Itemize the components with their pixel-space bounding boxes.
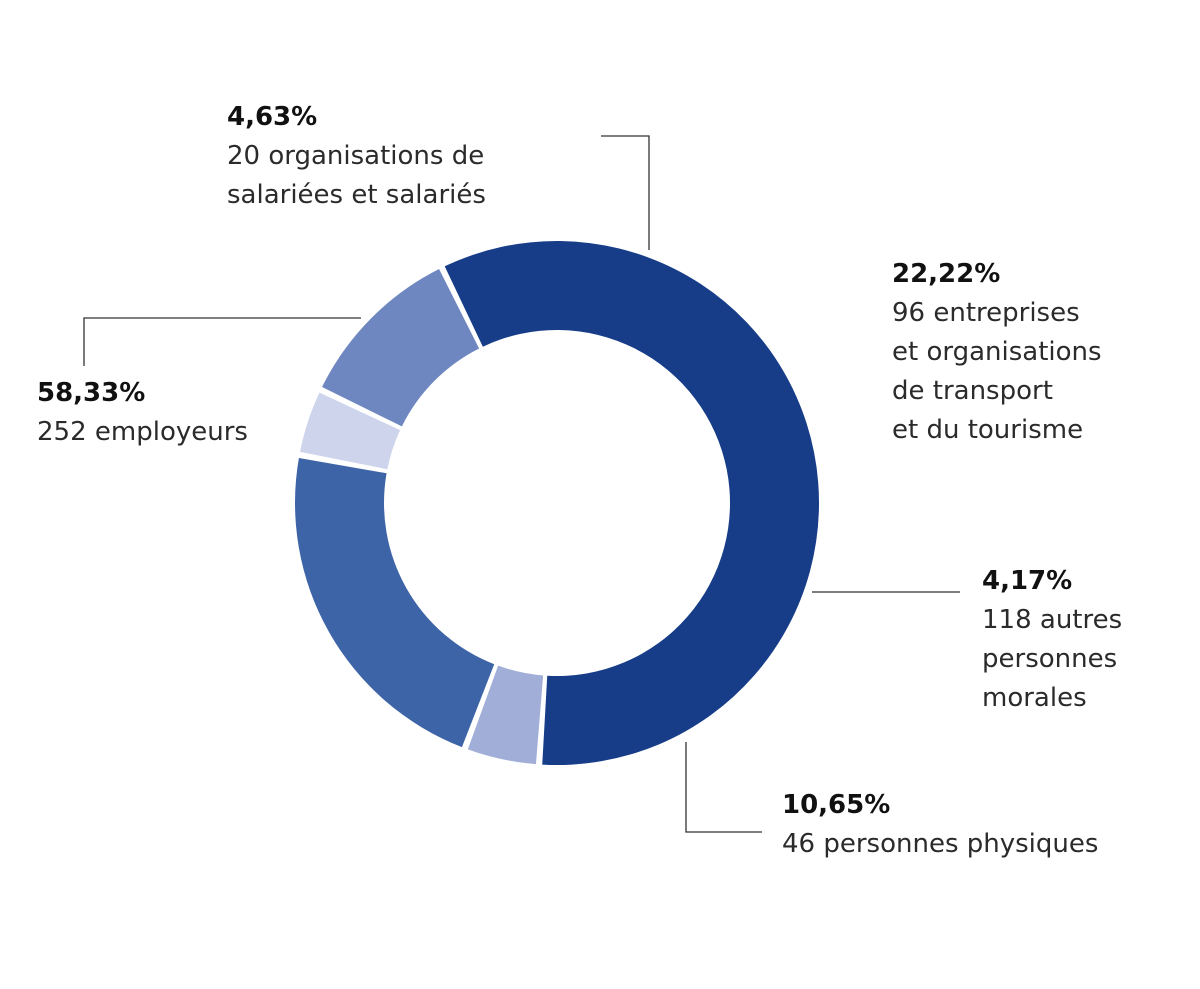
label-line: 96 entreprises	[892, 298, 1080, 328]
label-line: salariées et salariés	[227, 180, 486, 210]
label-line: morales	[982, 683, 1087, 713]
label-line: 46 personnes physiques	[782, 829, 1099, 859]
label-line: et du tourisme	[892, 415, 1084, 445]
label-line: personnes	[982, 644, 1118, 674]
label-line: 20 organisations de	[227, 141, 485, 171]
donut-slice	[300, 392, 401, 470]
percent-label: 4,17%	[982, 566, 1073, 596]
percent-label: 58,33%	[37, 378, 146, 408]
donut-slice	[444, 241, 820, 766]
label-personnes-physiques: 10,65% 46 personnes physiques	[782, 786, 1098, 864]
label-autres-personnes-morales: 4,17% 118 autres personnes morales	[982, 562, 1122, 718]
label-line: de transport	[892, 376, 1053, 406]
percent-label: 10,65%	[782, 790, 891, 820]
leader-line	[83, 317, 361, 366]
leader-line	[601, 135, 650, 250]
leader-line	[685, 742, 762, 833]
label-line: 252 employeurs	[37, 417, 248, 447]
percent-label: 4,63%	[227, 102, 318, 132]
percent-label: 22,22%	[892, 259, 1001, 289]
donut-slice	[467, 665, 544, 765]
label-line: et organisations	[892, 337, 1102, 367]
donut-slice	[322, 269, 480, 427]
donut-slice	[294, 457, 495, 748]
label-entreprises-transport: 22,22% 96 entreprises et organisations d…	[892, 255, 1102, 450]
label-line: 118 autres	[982, 605, 1123, 635]
label-organisations-salaries: 4,63% 20 organisations de salariées et s…	[227, 98, 486, 215]
label-employeurs: 58,33% 252 employeurs	[37, 374, 248, 452]
